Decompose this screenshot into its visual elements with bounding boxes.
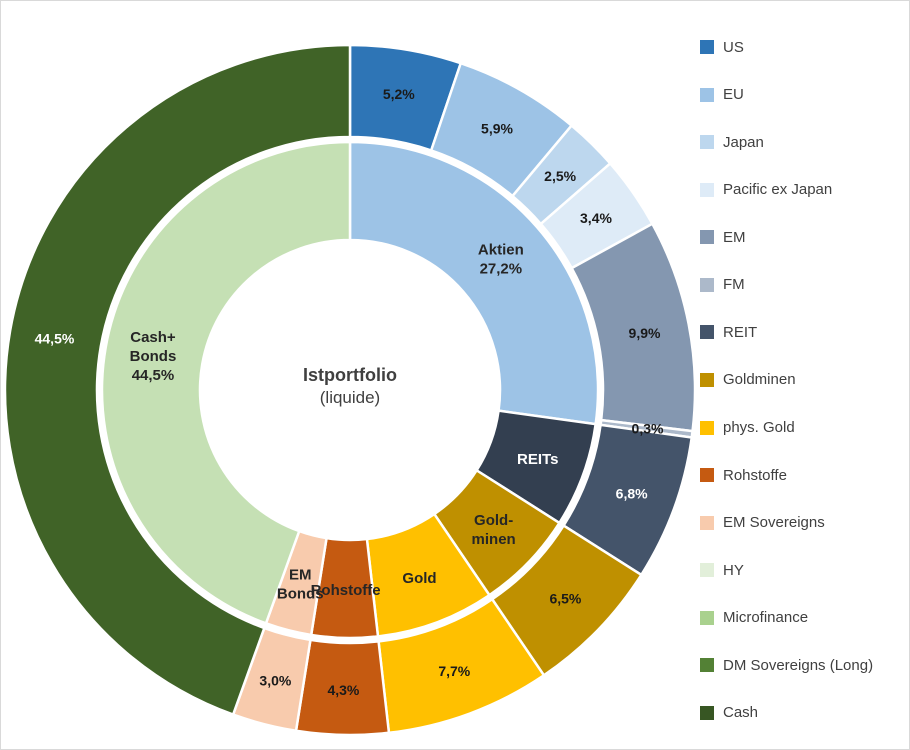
inner-ring-segment-aktien[interactable] <box>348 140 600 426</box>
legend-swatch-cash <box>700 705 714 720</box>
chart-title: Istportfolio <box>303 365 397 385</box>
legend-swatch-japan <box>700 135 714 150</box>
legend-item-eu[interactable]: EU <box>700 87 873 103</box>
legend-swatch-rohstoffe <box>700 468 714 483</box>
legend-label-rohstoffe: Rohstoffe <box>723 466 787 484</box>
legend-label-eu: EU <box>723 86 744 104</box>
legend-item-pacific-ex-japan[interactable]: Pacific ex Japan <box>700 182 873 198</box>
legend-swatch-goldminen <box>700 372 714 387</box>
legend-swatch-microfinance <box>700 610 714 625</box>
legend-label-japan: Japan <box>723 133 764 151</box>
legend-item-fm[interactable]: FM <box>700 277 873 293</box>
legend-item-cash[interactable]: Cash <box>700 705 873 721</box>
legend-swatch-dm-sovereigns-long <box>700 658 714 673</box>
inner-ring-label-goldminen: Gold-minen <box>472 512 516 548</box>
outer-ring-label-rohstoffe: 4,3% <box>327 682 359 698</box>
legend-item-goldminen[interactable]: Goldminen <box>700 372 873 388</box>
legend-swatch-fm <box>700 277 714 292</box>
inner-ring-segment-cash-bonds[interactable] <box>100 140 352 625</box>
legend-swatch-hy <box>700 563 714 578</box>
legend-label-hy: HY <box>723 561 744 579</box>
legend-item-hy[interactable]: HY <box>700 562 873 578</box>
legend-label-em: EM <box>723 228 746 246</box>
legend-swatch-phys-gold <box>700 420 714 435</box>
chart-center-label: Istportfolio (liquide) <box>225 364 475 409</box>
legend-swatch-pacific-ex-japan <box>700 182 714 197</box>
chart-subtitle: (liquide) <box>319 387 381 407</box>
legend-label-dm-sovereigns-long: DM Sovereigns (Long) <box>723 656 874 674</box>
legend-label-pacific-ex-japan: Pacific ex Japan <box>723 181 833 199</box>
legend-item-reit[interactable]: REIT <box>700 324 873 340</box>
outer-ring-label-fm: 0,3% <box>632 420 664 436</box>
legend-item-us[interactable]: US <box>700 39 873 55</box>
inner-ring-label-rohstoffe: Rohstoffe <box>311 582 381 599</box>
legend-swatch-us <box>700 40 714 54</box>
legend-item-japan[interactable]: Japan <box>700 134 873 150</box>
legend-item-em-sovereigns[interactable]: EM Sovereigns <box>700 515 873 531</box>
legend-swatch-em <box>700 230 714 245</box>
legend-item-dm-sovereigns-long[interactable]: DM Sovereigns (Long) <box>700 657 873 673</box>
inner-ring-label-cash-bonds: Cash+ Bonds 44,5% <box>130 329 177 384</box>
outer-ring-label-em-sovereigns: 3,0% <box>259 672 291 688</box>
outer-ring-label-eu: 5,9% <box>481 120 513 136</box>
inner-ring-label-reits: REITs <box>517 451 558 468</box>
legend-swatch-reit <box>700 325 714 340</box>
legend-label-goldminen: Goldminen <box>723 371 796 389</box>
legend-label-reit: REIT <box>723 323 758 341</box>
legend-label-phys-gold: phys. Gold <box>723 419 795 436</box>
outer-ring-label-phys-gold: 7,7% <box>438 663 470 679</box>
chart-legend: US EU Japan Pacific ex Japan EM FM REIT Goldmin… <box>700 39 873 721</box>
outer-ring-label-cash-bonds: 44,5% <box>35 330 75 346</box>
legend-label-cash: Cash <box>723 704 759 722</box>
legend-label-fm: FM <box>723 276 745 294</box>
outer-ring-label-pacific-ex-japan: 3,4% <box>580 210 612 226</box>
legend-label-microfinance: Microfinance <box>723 609 809 627</box>
legend-item-microfinance[interactable]: Microfinance <box>700 610 873 626</box>
legend-label-em-sovereigns: EM Sovereigns <box>723 514 825 532</box>
legend-swatch-em-sovereigns <box>700 515 714 530</box>
inner-ring-label-gold: Gold <box>402 570 436 587</box>
outer-ring-label-reit: 6,8% <box>616 485 648 501</box>
legend-item-rohstoffe[interactable]: Rohstoffe <box>700 467 873 483</box>
legend-item-phys-gold[interactable]: phys. Gold <box>700 420 873 436</box>
legend-swatch-eu <box>700 87 714 102</box>
inner-ring-label-aktien: Aktien 27,2% <box>478 241 524 277</box>
legend-label-us: US <box>723 38 744 56</box>
outer-ring-label-goldminen: 6,5% <box>549 591 581 607</box>
legend-item-em[interactable]: EM <box>700 229 873 245</box>
outer-ring-segment-cash-bonds[interactable] <box>3 43 352 716</box>
outer-ring-label-japan: 2,5% <box>544 168 576 184</box>
inner-ring-label-em-bonds: EM Bonds <box>277 566 324 602</box>
outer-ring-label-us: 5,2% <box>383 86 415 102</box>
outer-ring-label-em: 9,9% <box>629 325 661 341</box>
